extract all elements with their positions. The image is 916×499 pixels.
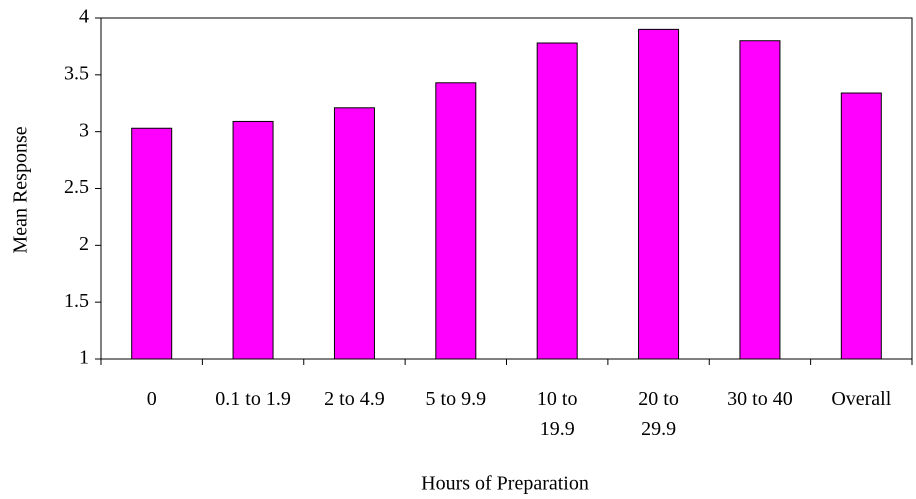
x-tick-label: 2 to 4.9 [324, 388, 385, 410]
x-tick-label: 5 to 9.9 [425, 388, 487, 410]
bar [638, 28, 680, 360]
x-tick-label: 0.1 to 1.9 [215, 388, 291, 410]
plot-frame [100, 17, 913, 360]
bar [840, 92, 882, 360]
bar [232, 120, 274, 360]
y-tick-label: 2.5 [64, 176, 89, 198]
x-tick-label: 30 to 40 [727, 388, 793, 410]
y-axis-title: Mean Response [10, 126, 32, 253]
bar [131, 127, 173, 360]
x-tick-label: 0 [146, 388, 157, 410]
y-tick-label: 3.5 [64, 62, 89, 84]
y-tick-label: 4 [79, 6, 89, 28]
x-tick-label: 10 to 19.9 [536, 388, 578, 440]
x-tick-label: 20 to 29.9 [638, 388, 679, 440]
bar [536, 42, 578, 360]
bar [435, 82, 477, 360]
y-tick-label: 2 [79, 233, 89, 255]
x-tick-label: Overall [831, 388, 892, 410]
y-tick-label: 1 [79, 347, 89, 369]
y-tick-label: 1.5 [64, 290, 89, 312]
bar [333, 107, 375, 360]
x-axis-title: Hours of Preparation [421, 473, 589, 495]
bar [739, 40, 781, 360]
y-tick-label: 3 [79, 119, 89, 141]
